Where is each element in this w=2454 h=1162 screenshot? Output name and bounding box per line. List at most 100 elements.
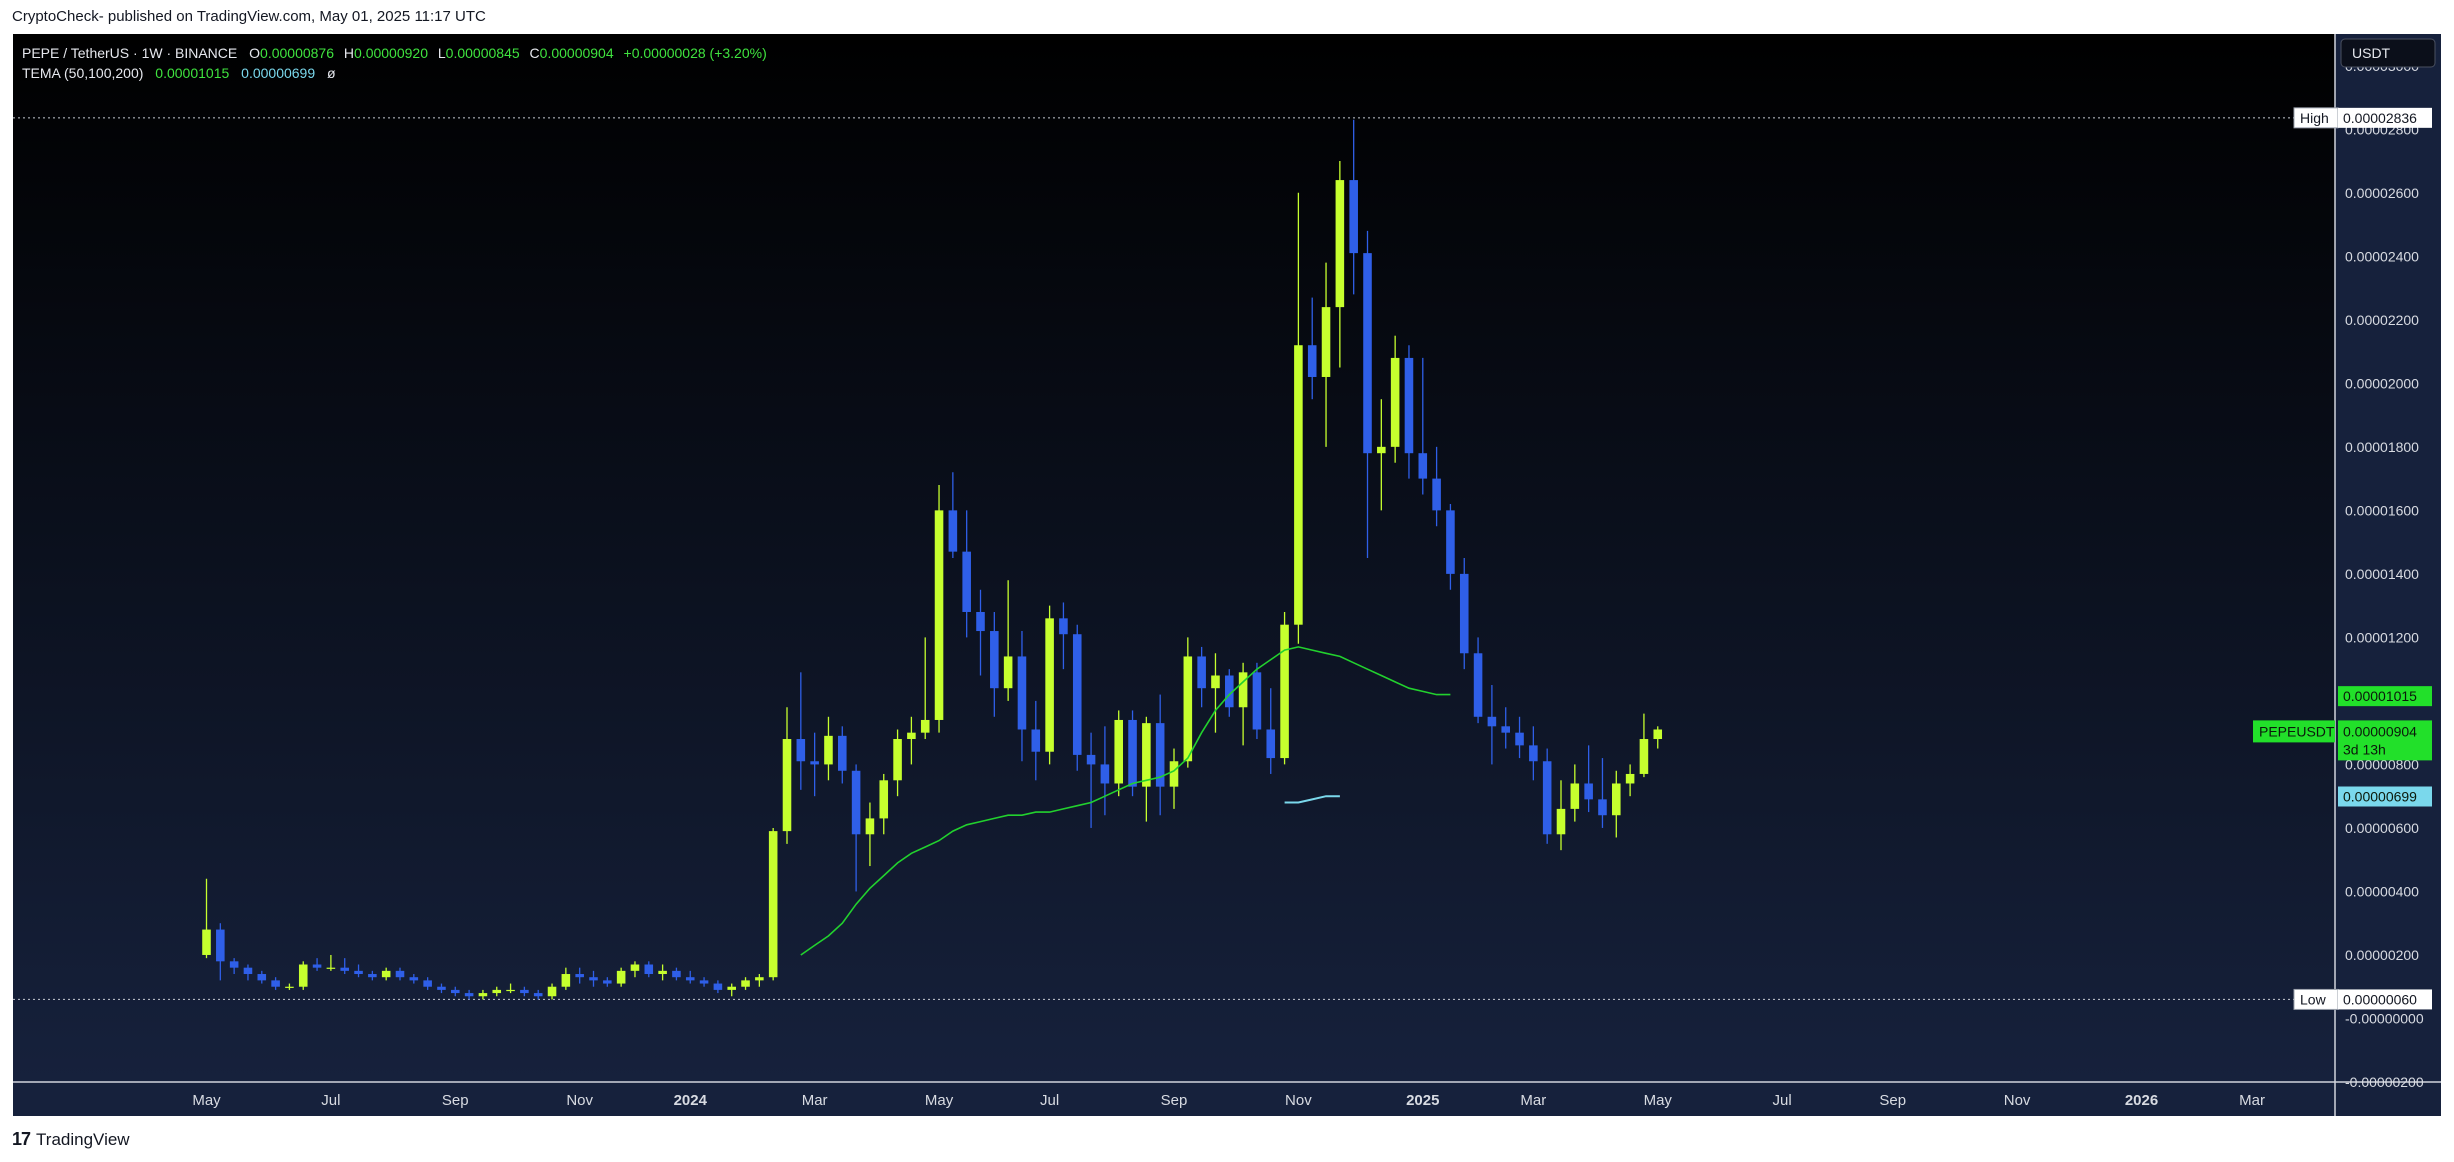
time-axis-background [13,1082,2335,1116]
candle-body [1584,783,1593,800]
last-price-tag-box [2338,720,2432,761]
candle-body [1625,773,1635,784]
x-tick-label: Mar [802,1092,828,1109]
candle-body [1059,618,1068,635]
candle-body [1031,729,1041,752]
candle-body [782,739,792,832]
y-tick-label: 0.00000400 [2345,883,2419,899]
price-tag-value-tema_cyan: 0.00000699 [2343,788,2417,804]
candle-body [409,977,419,981]
x-tick-label: Mar [1520,1092,1546,1109]
candle-body [755,977,764,981]
candle-body [1418,453,1428,479]
tradingview-brand: TradingView [36,1129,130,1149]
candle-body [851,770,861,835]
y-tick-label: 0.00002400 [2345,248,2419,264]
candle-body [1639,739,1649,774]
tradingview-logo-icon: 17 [12,1129,31,1149]
candle-body [1515,732,1524,746]
candle-body [1349,180,1358,254]
legend-open-label: O [249,45,260,61]
candle-body [1556,808,1566,835]
candle-body [1114,719,1123,784]
x-tick-label: May [192,1092,221,1109]
candle-body [1211,675,1220,689]
y-tick-label: 0.00000800 [2345,756,2419,772]
legend-symbol: PEPE / TetherUS · 1W · BINANCE [22,45,237,61]
candle-body [547,986,557,997]
candle-body [216,929,225,962]
candle-body [1072,634,1082,755]
candle-body [1598,799,1607,816]
candle-body [1017,656,1027,730]
legend-low-value: 0.00000845 [446,45,520,61]
candle-body [1487,716,1497,727]
candle-body [1542,761,1552,835]
legend-high-value: 0.00000920 [354,45,428,61]
currency-button[interactable]: USDT [2340,38,2436,68]
candle-body [1280,624,1289,759]
candle-body [368,974,377,978]
candle-body [395,970,405,978]
candle-body [381,970,391,978]
candle-body [257,974,267,981]
x-tick-label: Jul [1040,1092,1059,1109]
candle-body [810,761,819,765]
indicator-value-1: 0.00001015 [155,65,229,81]
x-tick-label: May [925,1092,954,1109]
tradingview-footer: 17 TradingView [12,1129,130,1150]
legend-close-value: 0.00000904 [540,45,614,61]
candle-body [920,719,930,733]
price-tag-value-tema_green: 0.00001015 [2343,688,2417,704]
candle-body [990,631,999,689]
high-tag-value-box [2338,107,2432,128]
candle-body [243,967,253,975]
candle-body [1612,783,1621,816]
candle-body [1100,764,1110,784]
candle-body [451,989,460,994]
candle-body [202,929,211,955]
candle-body [1335,180,1345,308]
candle-body [1377,446,1386,454]
x-tick-label: Nov [1285,1092,1312,1109]
high-tag-label: High [2300,110,2329,126]
price-tag-box-tema_cyan [2338,786,2432,807]
candle-body [229,961,239,968]
candle-body [1197,656,1206,689]
candle-body [1363,253,1372,454]
x-tick-label: 2024 [674,1092,708,1109]
x-tick-label: May [1644,1092,1673,1109]
candle-body [1142,723,1151,787]
candle-body [630,964,640,971]
y-tick-label: -0.00000200 [2345,1074,2424,1090]
high-tag-value: 0.00002836 [2343,110,2417,126]
candle-body [1501,726,1510,733]
candle-body [768,831,778,978]
tema-line-cyan [1284,795,1340,804]
candle-body [478,993,488,997]
candle-body [948,510,958,552]
legend-open-value: 0.00000876 [260,45,334,61]
candle-body [644,964,654,975]
candle-body [1307,345,1317,377]
svg-text:TEMA (50,100,200) 0.000010: TEMA (50,100,200) 0.00001015 0.00000699 … [22,65,336,81]
candle-body [962,551,971,612]
legend-high-label: H [344,45,354,61]
candle-body [1432,478,1441,511]
legend-close-label: C [530,45,540,61]
y-tick-label: 0.00002000 [2345,375,2419,391]
candle-body [298,964,308,987]
legend-change: +0.00000028 (+3.20%) [624,45,767,61]
candle-body [1570,783,1580,809]
candle-body [1390,357,1400,447]
candle-body [1155,723,1165,787]
candle-body [423,980,432,987]
candle-body [561,974,571,987]
candle-body [506,989,515,992]
candle-body [589,977,598,981]
y-tick-label: 0.00002200 [2345,312,2419,328]
candle-body [1183,656,1193,762]
candle-body [603,980,612,984]
x-tick-label: Jul [1773,1092,1792,1109]
